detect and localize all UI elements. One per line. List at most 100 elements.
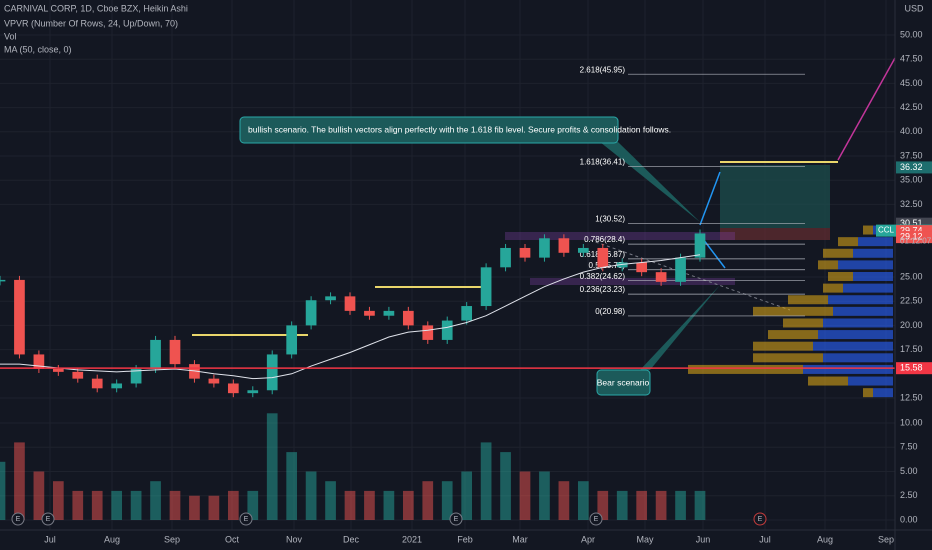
profile-down	[863, 225, 873, 235]
candle	[655, 272, 667, 282]
volume-bar	[14, 442, 25, 520]
volume-bar	[344, 490, 356, 520]
volume-bar	[0, 461, 6, 520]
svg-text:E: E	[594, 516, 599, 523]
profile-up	[848, 376, 893, 386]
candle	[344, 296, 356, 311]
y-tick-label: 35.00	[900, 175, 923, 185]
price-tag	[896, 231, 932, 244]
volume-bar	[422, 481, 434, 520]
arrow	[837, 57, 896, 161]
x-tick-label: Mar	[512, 534, 528, 544]
profile-down	[783, 318, 823, 328]
y-tick-label: 32.50	[900, 199, 923, 209]
ticker-tag	[876, 224, 896, 237]
callout	[239, 116, 619, 144]
profile-up	[838, 260, 893, 270]
vol-tick-label: 10.00	[900, 417, 923, 427]
candle	[0, 279, 6, 282]
svg-text:E: E	[244, 516, 249, 523]
candle	[72, 371, 84, 379]
candle	[130, 368, 142, 384]
profile-down	[838, 237, 858, 247]
x-tick-label: Nov	[286, 534, 303, 544]
profile-up	[803, 364, 893, 374]
x-tick-label: Aug	[817, 534, 833, 544]
candle	[305, 300, 317, 326]
x-tick-label: May	[636, 534, 654, 544]
profile-down	[823, 283, 843, 293]
callout-pointer	[600, 142, 700, 222]
volume-bar	[694, 490, 706, 520]
profile-down	[688, 364, 803, 374]
y-tick-label: 37.50	[900, 150, 923, 160]
candle	[422, 325, 434, 340]
zone	[530, 278, 735, 285]
candle	[675, 257, 686, 282]
indicator: Vol	[4, 31, 17, 41]
callout-pointer	[640, 285, 720, 370]
callout	[596, 369, 651, 396]
volume-bar	[577, 481, 589, 520]
volume-bar	[402, 490, 414, 520]
profile-up	[843, 283, 893, 293]
x-tick-label: Feb	[457, 534, 473, 544]
zone	[505, 232, 735, 240]
x-tick-label: Dec	[343, 534, 360, 544]
candle	[247, 390, 259, 394]
candle	[539, 238, 550, 258]
x-tick-label: Aug	[104, 534, 120, 544]
y-tick-label: 22.50	[900, 296, 923, 306]
y-tick-label: 12.50	[900, 392, 923, 402]
candle	[33, 354, 45, 369]
profile-up	[823, 353, 893, 363]
indicator: VPVR (Number Of Rows, 24, Up/Down, 70)	[4, 18, 178, 28]
volume-bar	[383, 490, 395, 520]
volume-bar	[52, 481, 64, 520]
volume-bar	[247, 490, 259, 520]
candle	[111, 383, 123, 389]
stop-zone	[720, 228, 830, 240]
candle	[597, 247, 609, 268]
indicator: MA (50, close, 0)	[4, 44, 72, 54]
svg-text:E: E	[46, 516, 51, 523]
volume-bar	[597, 490, 609, 520]
candle	[364, 310, 375, 316]
candle	[325, 296, 336, 301]
candle	[480, 267, 492, 307]
candle	[441, 320, 453, 340]
volume-bar	[286, 452, 298, 520]
candle	[558, 238, 570, 253]
volume-bar	[461, 471, 473, 520]
currency: USD	[904, 3, 924, 13]
callout-text: bullish scenario. The bullish vectors al…	[248, 124, 671, 134]
profile-down	[863, 388, 873, 398]
price-tag-label: 29.74	[900, 225, 923, 235]
volume-bar	[616, 490, 628, 520]
countdown: 01:12:07	[900, 237, 932, 246]
earnings-icons: E E E E E E	[11, 512, 767, 526]
candle	[461, 306, 473, 321]
candle	[500, 247, 511, 268]
fib-label: 0.236(23.23)	[580, 285, 626, 294]
candle	[14, 279, 25, 355]
x-tick-label: Oct	[225, 534, 240, 544]
profile-up	[823, 318, 893, 328]
vol-tick-label: 2.50	[900, 490, 918, 500]
candle	[150, 339, 161, 369]
svg-text:E: E	[758, 516, 763, 523]
volume-bar	[266, 413, 278, 520]
candle	[286, 325, 298, 355]
price-tag-label: 30.51	[900, 218, 923, 228]
volume-bar	[655, 490, 667, 520]
y-tick-label: 50.00	[900, 29, 923, 39]
profile-up	[813, 341, 893, 351]
volume-bar	[480, 442, 492, 520]
volume-bar	[150, 481, 161, 520]
volume-bar	[539, 471, 550, 520]
profile-down	[753, 341, 813, 351]
x-tick-label: Jul	[44, 534, 56, 544]
volume-bar	[325, 481, 336, 520]
profile-up	[828, 295, 893, 305]
